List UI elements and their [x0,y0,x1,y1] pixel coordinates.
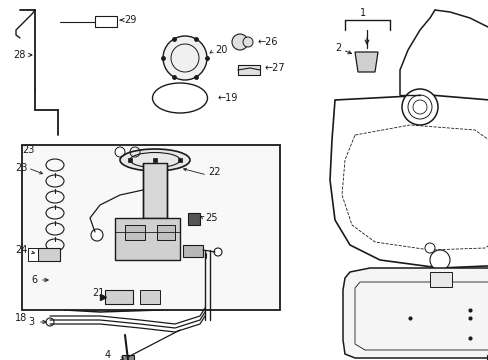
Circle shape [214,248,222,256]
Bar [183,245,203,257]
Bar [22,145,280,310]
Text: 23: 23 [15,163,27,173]
Text: 2: 2 [334,43,341,53]
Text: ←26: ←26 [258,37,278,47]
Circle shape [91,229,103,241]
Bar [238,65,260,75]
Polygon shape [342,268,488,358]
Bar [115,218,180,260]
Circle shape [243,37,252,47]
Circle shape [163,36,206,80]
Circle shape [429,250,449,270]
Circle shape [424,243,434,253]
Bar [187,213,200,225]
Polygon shape [354,52,377,72]
Bar [125,225,145,240]
Polygon shape [329,95,488,268]
Ellipse shape [120,149,190,171]
Text: 20: 20 [215,45,227,55]
Bar [157,225,175,240]
Circle shape [46,318,54,326]
Text: 3: 3 [28,317,34,327]
Circle shape [120,243,130,253]
Text: ←19: ←19 [218,93,238,103]
Text: 6: 6 [31,275,37,285]
Text: 18: 18 [15,313,27,323]
Bar [105,290,133,304]
Circle shape [151,248,159,256]
Text: 22: 22 [207,167,220,177]
Text: 29: 29 [124,15,136,25]
Bar [142,163,167,218]
Text: ←27: ←27 [264,63,285,73]
Bar [429,272,451,287]
Text: 1: 1 [359,8,366,18]
Bar [28,248,38,261]
Bar [38,248,60,261]
Text: 21: 21 [92,288,104,298]
Text: 28: 28 [13,50,25,60]
Circle shape [231,34,247,50]
Bar [140,290,160,304]
Polygon shape [50,244,200,312]
Bar [95,16,117,27]
Text: 23: 23 [22,145,34,155]
Bar [122,355,134,360]
Circle shape [401,89,437,125]
Text: 4: 4 [105,350,111,360]
Text: 25: 25 [204,213,217,223]
Text: 24: 24 [15,245,27,255]
